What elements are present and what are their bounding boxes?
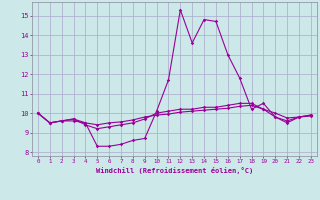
X-axis label: Windchill (Refroidissement éolien,°C): Windchill (Refroidissement éolien,°C) [96,167,253,174]
